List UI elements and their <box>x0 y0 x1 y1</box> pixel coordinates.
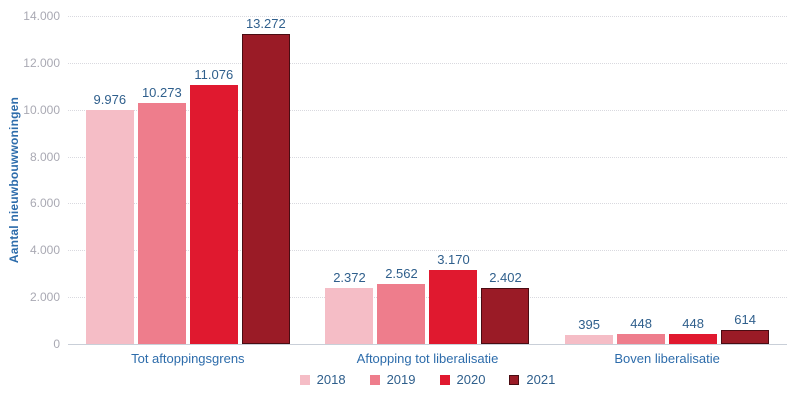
legend-item-2020[interactable]: 2020 <box>439 372 486 387</box>
bar-column: 448 <box>669 16 718 344</box>
bar-2018-3[interactable] <box>565 334 614 344</box>
legend: 2018 2019 2020 2021 <box>68 372 787 387</box>
legend-label: 2021 <box>526 372 556 387</box>
gridline <box>68 344 787 345</box>
bar-column: 395 <box>565 16 614 344</box>
bar-column: 10.273 <box>137 16 186 344</box>
legend-item-2019[interactable]: 2019 <box>369 372 416 387</box>
legend-item-2021[interactable]: 2021 <box>509 372 555 387</box>
bar-2020-1[interactable] <box>189 84 238 344</box>
gridline <box>68 156 787 158</box>
bar-value-label: 10.273 <box>141 85 182 101</box>
bar-value-label: 9.976 <box>93 92 127 108</box>
bar-column: 9.976 <box>85 16 134 344</box>
y-tick-label: 10.000 <box>23 102 60 117</box>
y-axis-ticks: 0 2.000 4.000 6.000 8.000 10.000 12.000 14.000 <box>0 9 60 351</box>
legend-swatch-icon <box>299 374 310 385</box>
gridline <box>68 297 787 299</box>
bar-group: 395 448 448 614 <box>547 16 787 344</box>
gridline <box>68 109 787 111</box>
bar-value-label: 448 <box>682 315 704 331</box>
bar-2019-3[interactable] <box>617 333 666 344</box>
bar-column: 13.272 <box>241 16 290 344</box>
y-tick-label: 12.000 <box>23 55 60 70</box>
y-tick-label: 8.000 <box>29 149 60 164</box>
legend-swatch-icon <box>439 374 450 385</box>
bar-2021-2[interactable] <box>481 287 530 344</box>
bar-value-label: 395 <box>578 316 600 332</box>
bar-2018-1[interactable] <box>85 110 134 344</box>
gridline <box>68 250 787 252</box>
bar-2018-2[interactable] <box>325 288 374 344</box>
bar-value-label: 3.170 <box>437 251 470 267</box>
bar-value-label: 448 <box>630 315 652 331</box>
bar-value-label: 13.272 <box>245 16 286 31</box>
bar-column: 2.402 <box>481 16 530 344</box>
y-tick-label: 2.000 <box>29 290 60 305</box>
bar-group: 9.976 10.273 11.076 13.272 <box>68 16 308 344</box>
y-tick-label: 0 <box>53 337 60 351</box>
y-tick-label: 14.000 <box>23 9 60 23</box>
bar-value-label: 2.402 <box>489 269 522 285</box>
legend-label: 2018 <box>316 372 346 387</box>
y-tick-label: 6.000 <box>29 196 60 211</box>
legend-label: 2020 <box>456 372 486 387</box>
bar-group: 2.372 2.562 3.170 2.402 <box>308 16 548 344</box>
plot-area: 9.976 10.273 11.076 13.272 2.372 2.562 3.170 2.… <box>68 16 787 345</box>
bar-value-label: 2.562 <box>385 265 418 281</box>
bar-column: 11.076 <box>189 16 238 344</box>
gridline <box>68 203 787 205</box>
bar-2021-1[interactable] <box>241 34 290 344</box>
legend-label: 2019 <box>386 372 416 387</box>
bar-column: 2.372 <box>325 16 374 344</box>
bar-column: 448 <box>617 16 666 344</box>
gridline <box>68 16 787 17</box>
bar-2020-3[interactable] <box>669 333 718 344</box>
legend-swatch-icon <box>509 374 520 385</box>
x-category-label: Tot aftoppingsgrens <box>131 351 245 366</box>
bar-value-label: 11.076 <box>194 66 234 82</box>
bar-column: 614 <box>721 16 770 344</box>
gridline <box>68 62 787 64</box>
bar-column: 3.170 <box>429 16 478 344</box>
bar-value-label: 2.372 <box>333 270 366 286</box>
legend-item-2018[interactable]: 2018 <box>299 372 346 387</box>
bar-column: 2.562 <box>377 16 426 344</box>
bar-2021-3[interactable] <box>721 329 770 344</box>
bar-2019-1[interactable] <box>137 103 186 344</box>
x-category-label: Boven liberalisatie <box>614 351 720 366</box>
bar-value-label: 614 <box>734 311 756 327</box>
x-axis-category-labels: Tot aftoppingsgrens Aftopping tot liberal… <box>68 351 787 369</box>
legend-swatch-icon <box>369 374 380 385</box>
x-category-label: Aftopping tot liberalisatie <box>356 351 499 366</box>
bar-2020-2[interactable] <box>429 269 478 344</box>
y-tick-label: 4.000 <box>29 243 60 258</box>
bar-2019-2[interactable] <box>377 283 426 344</box>
